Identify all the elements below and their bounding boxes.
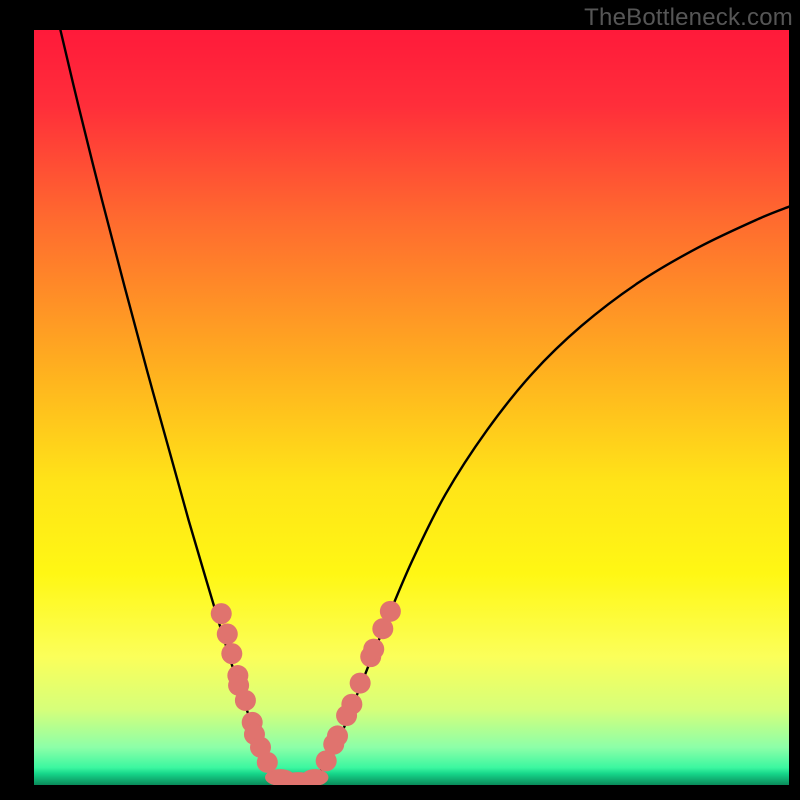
plot-background — [34, 30, 789, 785]
plot-area — [34, 30, 789, 785]
bead — [341, 694, 362, 715]
bead — [235, 690, 256, 711]
bead — [217, 624, 238, 645]
bead — [257, 752, 278, 773]
bead — [221, 643, 242, 664]
bead — [211, 603, 232, 624]
trough-blob — [301, 769, 328, 785]
bead — [380, 601, 401, 622]
bead — [350, 673, 371, 694]
plot-svg — [34, 30, 789, 785]
bead — [363, 639, 384, 660]
watermark-text: TheBottleneck.com — [584, 4, 793, 32]
bead — [327, 725, 348, 746]
